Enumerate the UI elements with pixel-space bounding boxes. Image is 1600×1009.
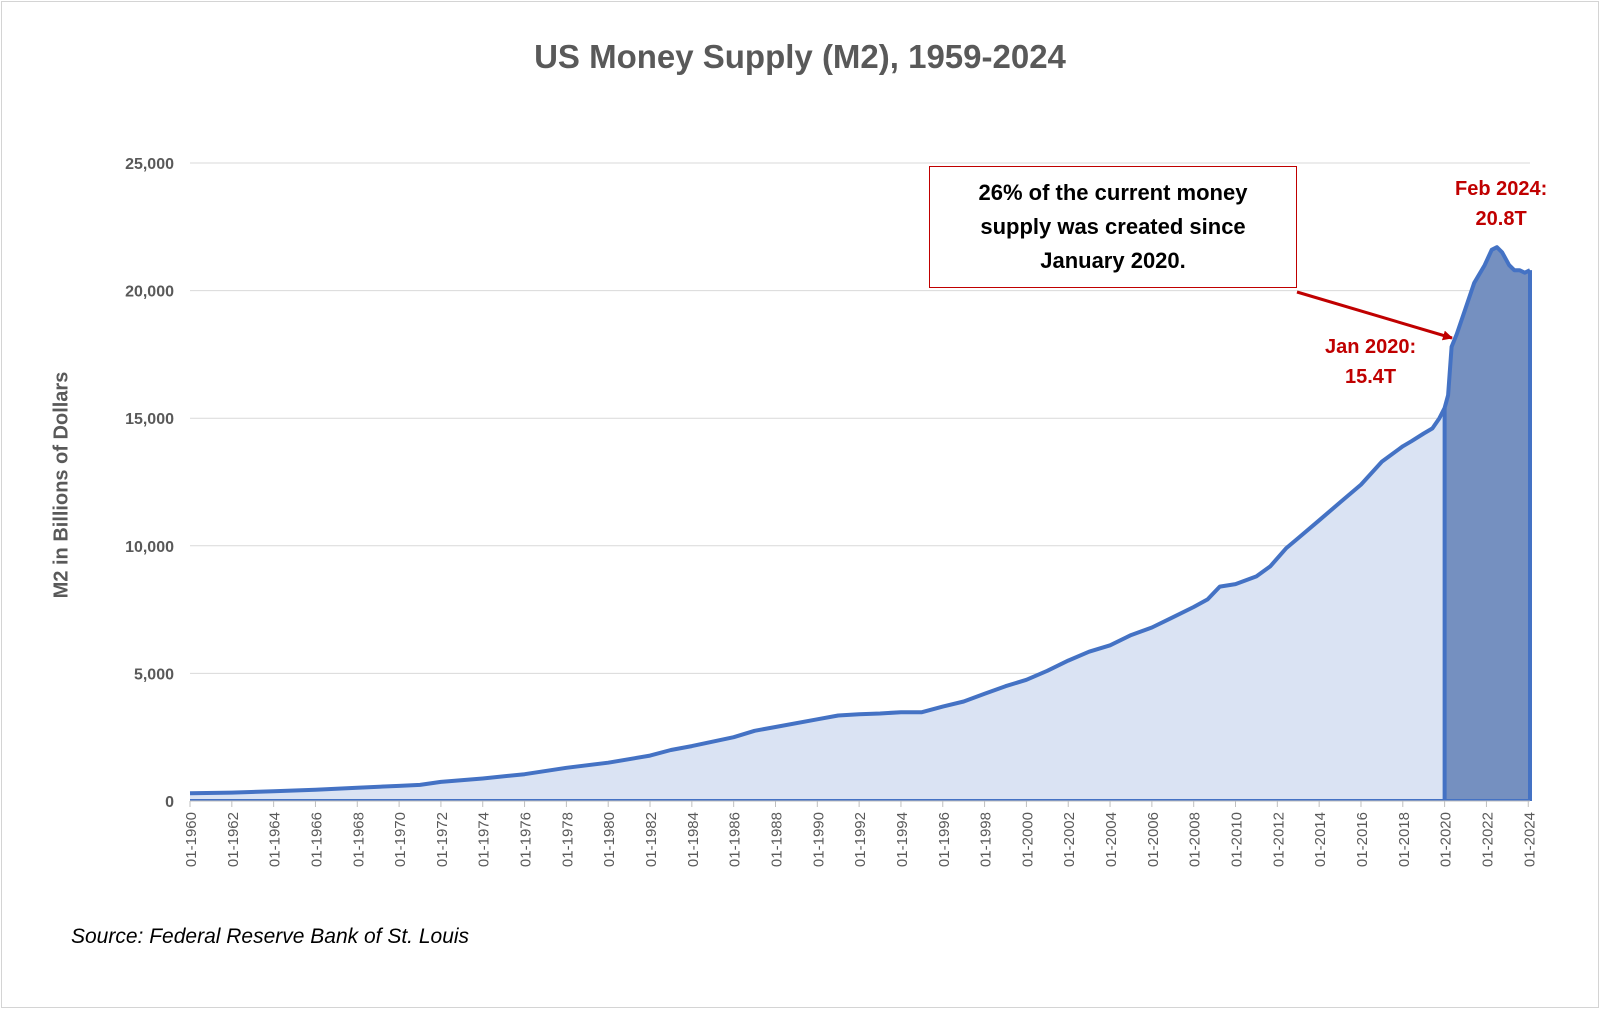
x-tick-label: 01-2016 <box>1354 812 1371 867</box>
x-tick-label: 01-1974 <box>476 812 493 867</box>
y-tick-label: 5,000 <box>134 666 174 683</box>
area-before-2020 <box>190 408 1445 801</box>
x-tick-label: 01-2022 <box>1479 812 1496 867</box>
x-tick-label: 01-1998 <box>978 812 995 867</box>
x-tick-label: 01-1994 <box>894 812 911 867</box>
x-tick-label: 01-1984 <box>685 812 702 867</box>
m2-series-line <box>189 245 1531 796</box>
callout-arrow <box>1296 290 1453 341</box>
x-tick-label: 01-2002 <box>1061 812 1078 867</box>
x-tick-label: 01-2010 <box>1229 812 1246 867</box>
feb-2024-annotation: Feb 2024: 20.8T <box>1455 174 1547 234</box>
y-tick-label: 25,000 <box>125 156 174 173</box>
x-tick-label: 01-2018 <box>1396 812 1413 867</box>
x-tick-label: 01-1966 <box>308 812 325 867</box>
jan-2020-annotation: Jan 2020: 15.4T <box>1325 332 1416 392</box>
callout-box: 26% of the current money supply was crea… <box>929 166 1297 288</box>
jan-2020-value: 15.4T <box>1345 366 1397 388</box>
x-tick-label: 01-1986 <box>727 812 744 867</box>
feb-2024-label: Feb 2024: <box>1455 178 1548 200</box>
x-tick-label: 01-1982 <box>643 812 660 867</box>
x-tick-label: 01-2020 <box>1438 812 1455 867</box>
source-note: Source: Federal Reserve Bank of St. Loui… <box>71 925 470 948</box>
x-tick-label: 01-1960 <box>183 812 200 867</box>
x-tick-label: 01-1970 <box>392 812 409 867</box>
x-tick-label: 01-1976 <box>518 812 535 867</box>
x-tick-label: 01-2012 <box>1270 812 1287 867</box>
area-since-2020 <box>1444 247 1530 801</box>
x-tick-label: 01-2014 <box>1312 812 1329 867</box>
x-tick-label: 01-1968 <box>350 812 367 867</box>
x-tick-label: 01-1962 <box>225 812 242 867</box>
x-tick-label: 01-2008 <box>1187 812 1204 867</box>
x-tick-label: 01-2006 <box>1145 812 1162 867</box>
feb-2024-value: 20.8T <box>1475 208 1527 230</box>
x-tick-label: 01-1992 <box>852 812 869 867</box>
y-tick-label: 0 <box>165 794 174 811</box>
x-tick-label: 01-1972 <box>434 812 451 867</box>
jan-2020-label: Jan 2020: <box>1325 336 1417 358</box>
y-tick-label: 15,000 <box>125 411 174 428</box>
x-tick-label: 01-1980 <box>601 812 618 867</box>
x-tick-label: 01-1988 <box>768 812 785 867</box>
y-tick-label: 20,000 <box>125 284 174 301</box>
chart-title: US Money Supply (M2), 1959-2024 <box>534 38 1066 75</box>
y-tick-label: 10,000 <box>125 539 174 556</box>
x-tick-label: 01-2004 <box>1103 812 1120 867</box>
x-tick-label: 01-2000 <box>1019 812 1036 867</box>
x-tick-label: 01-1996 <box>936 812 953 867</box>
x-tick-label: 01-1990 <box>810 812 827 867</box>
x-tick-label: 01-2024 <box>1521 812 1538 867</box>
x-tick-label: 01-1964 <box>267 812 284 867</box>
x-tick-label: 01-1978 <box>559 812 576 867</box>
